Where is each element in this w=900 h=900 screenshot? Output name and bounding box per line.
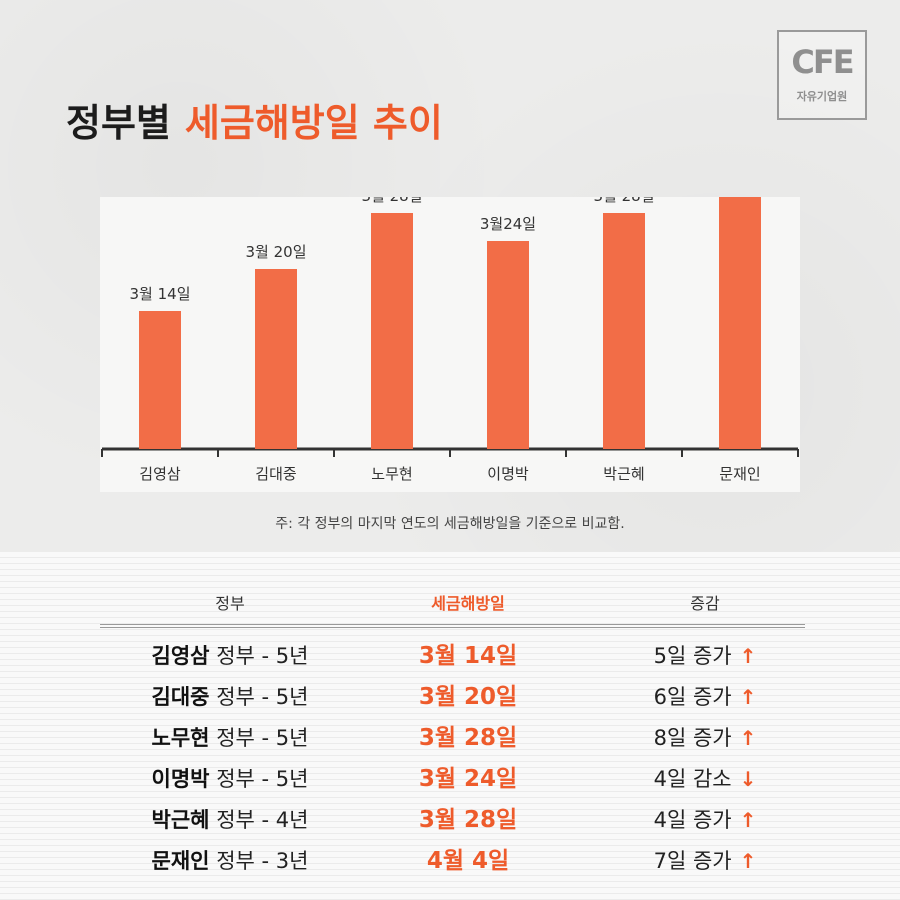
bar (255, 269, 297, 449)
header-divider (100, 624, 805, 628)
table-background (0, 552, 900, 900)
government-cell: 박근혜 정부 - 4년 (80, 800, 380, 840)
change-cell: 7일 증가 ↑ (555, 841, 855, 881)
category-label: 박근혜 (603, 465, 644, 483)
bar (487, 241, 529, 449)
government-cell: 김대중 정부 - 5년 (80, 677, 380, 717)
bar (371, 213, 413, 449)
change-cell: 4일 감소 ↓ (555, 759, 855, 799)
change-cell: 4일 증가 ↑ (555, 800, 855, 840)
date-cell: 3월 14일 (418, 643, 518, 669)
change-cell: 6일 증가 ↑ (555, 677, 855, 717)
arrow-up-icon: ↑ (739, 685, 757, 709)
table-row: 문재인 정부 - 3년 4월 4일 7일 증가 ↑ (0, 841, 900, 881)
category-label: 노무현 (371, 465, 412, 483)
date-cell: 4월 4일 (426, 848, 510, 874)
government-cell: 이명박 정부 - 5년 (80, 759, 380, 799)
arrow-up-icon: ↑ (739, 644, 757, 668)
table-row: 김영삼 정부 - 5년 3월 14일 5일 증가 ↑ (0, 636, 900, 676)
term-text: 정부 - 5년 (209, 726, 309, 750)
table-row: 박근혜 정부 - 4년 3월 28일 4일 증가 ↑ (0, 800, 900, 840)
header-government: 정부 (215, 594, 245, 613)
header-tax-freedom-day: 세금해방일 (431, 594, 505, 613)
president-name: 노무현 (151, 726, 210, 750)
term-text: 정부 - 5년 (209, 644, 309, 668)
change-text: 5일 증가 (653, 644, 732, 668)
change-text: 8일 증가 (653, 726, 732, 750)
term-text: 정부 - 4년 (209, 808, 309, 832)
term-text: 정부 - 3년 (209, 849, 309, 873)
chart-note: 주: 각 정부의 마지막 연도의 세금해방일을 기준으로 비교함. (275, 516, 625, 532)
government-cell: 문재인 정부 - 3년 (80, 841, 380, 881)
arrow-up-icon: ↑ (739, 726, 757, 750)
title-part2: 세금해방일 추이 (184, 101, 443, 145)
logo-text: 자유기업원 (796, 90, 848, 103)
cfe-logo: CFE 자유기업원 (777, 30, 867, 120)
government-cell: 노무현 정부 - 5년 (80, 718, 380, 758)
logo-mark: CFE (791, 43, 854, 81)
category-label: 문재인 (719, 465, 760, 483)
bar (719, 197, 761, 449)
president-name: 김영삼 (151, 644, 210, 668)
date-cell: 3월 24일 (418, 766, 518, 792)
data-label: 3월 20일 (246, 243, 307, 261)
bar (139, 311, 181, 449)
change-text: 6일 증가 (653, 685, 732, 709)
arrow-down-icon: ↓ (739, 767, 757, 791)
president-name: 이명박 (151, 767, 210, 791)
change-text: 4일 증가 (653, 808, 732, 832)
date-cell: 3월 28일 (418, 807, 518, 833)
change-cell: 5일 증가 ↑ (555, 636, 855, 676)
title-part1: 정부별 (66, 101, 171, 145)
data-label: 3월 28일 (362, 197, 423, 205)
data-label: 3월24일 (480, 215, 536, 233)
change-text: 4일 감소 (653, 767, 732, 791)
president-name: 박근혜 (151, 808, 210, 832)
date-cell: 3월 20일 (418, 684, 518, 710)
table-row: 노무현 정부 - 5년 3월 28일 8일 증가 ↑ (0, 718, 900, 758)
table-row: 이명박 정부 - 5년 3월 24일 4일 감소 ↓ (0, 759, 900, 799)
government-cell: 김영삼 정부 - 5년 (80, 636, 380, 676)
change-cell: 8일 증가 ↑ (555, 718, 855, 758)
category-label: 이명박 (487, 465, 529, 483)
president-name: 문재인 (151, 849, 210, 873)
president-name: 김대중 (151, 685, 210, 709)
header-change: 증감 (690, 594, 720, 613)
table-row: 김대중 정부 - 5년 3월 20일 6일 증가 ↑ (0, 677, 900, 717)
data-label: 3월 28일 (594, 197, 655, 205)
change-text: 7일 증가 (653, 849, 732, 873)
date-cell: 3월 28일 (418, 725, 518, 751)
bar (603, 213, 645, 449)
category-label: 김대중 (255, 465, 296, 483)
arrow-up-icon: ↑ (739, 808, 757, 832)
category-label: 김영삼 (139, 465, 181, 483)
data-label: 3월 14일 (130, 285, 191, 303)
term-text: 정부 - 5년 (209, 767, 309, 791)
arrow-up-icon: ↑ (739, 849, 757, 873)
term-text: 정부 - 5년 (209, 685, 309, 709)
page-title: 정부별 세금해방일 추이 (66, 92, 443, 147)
